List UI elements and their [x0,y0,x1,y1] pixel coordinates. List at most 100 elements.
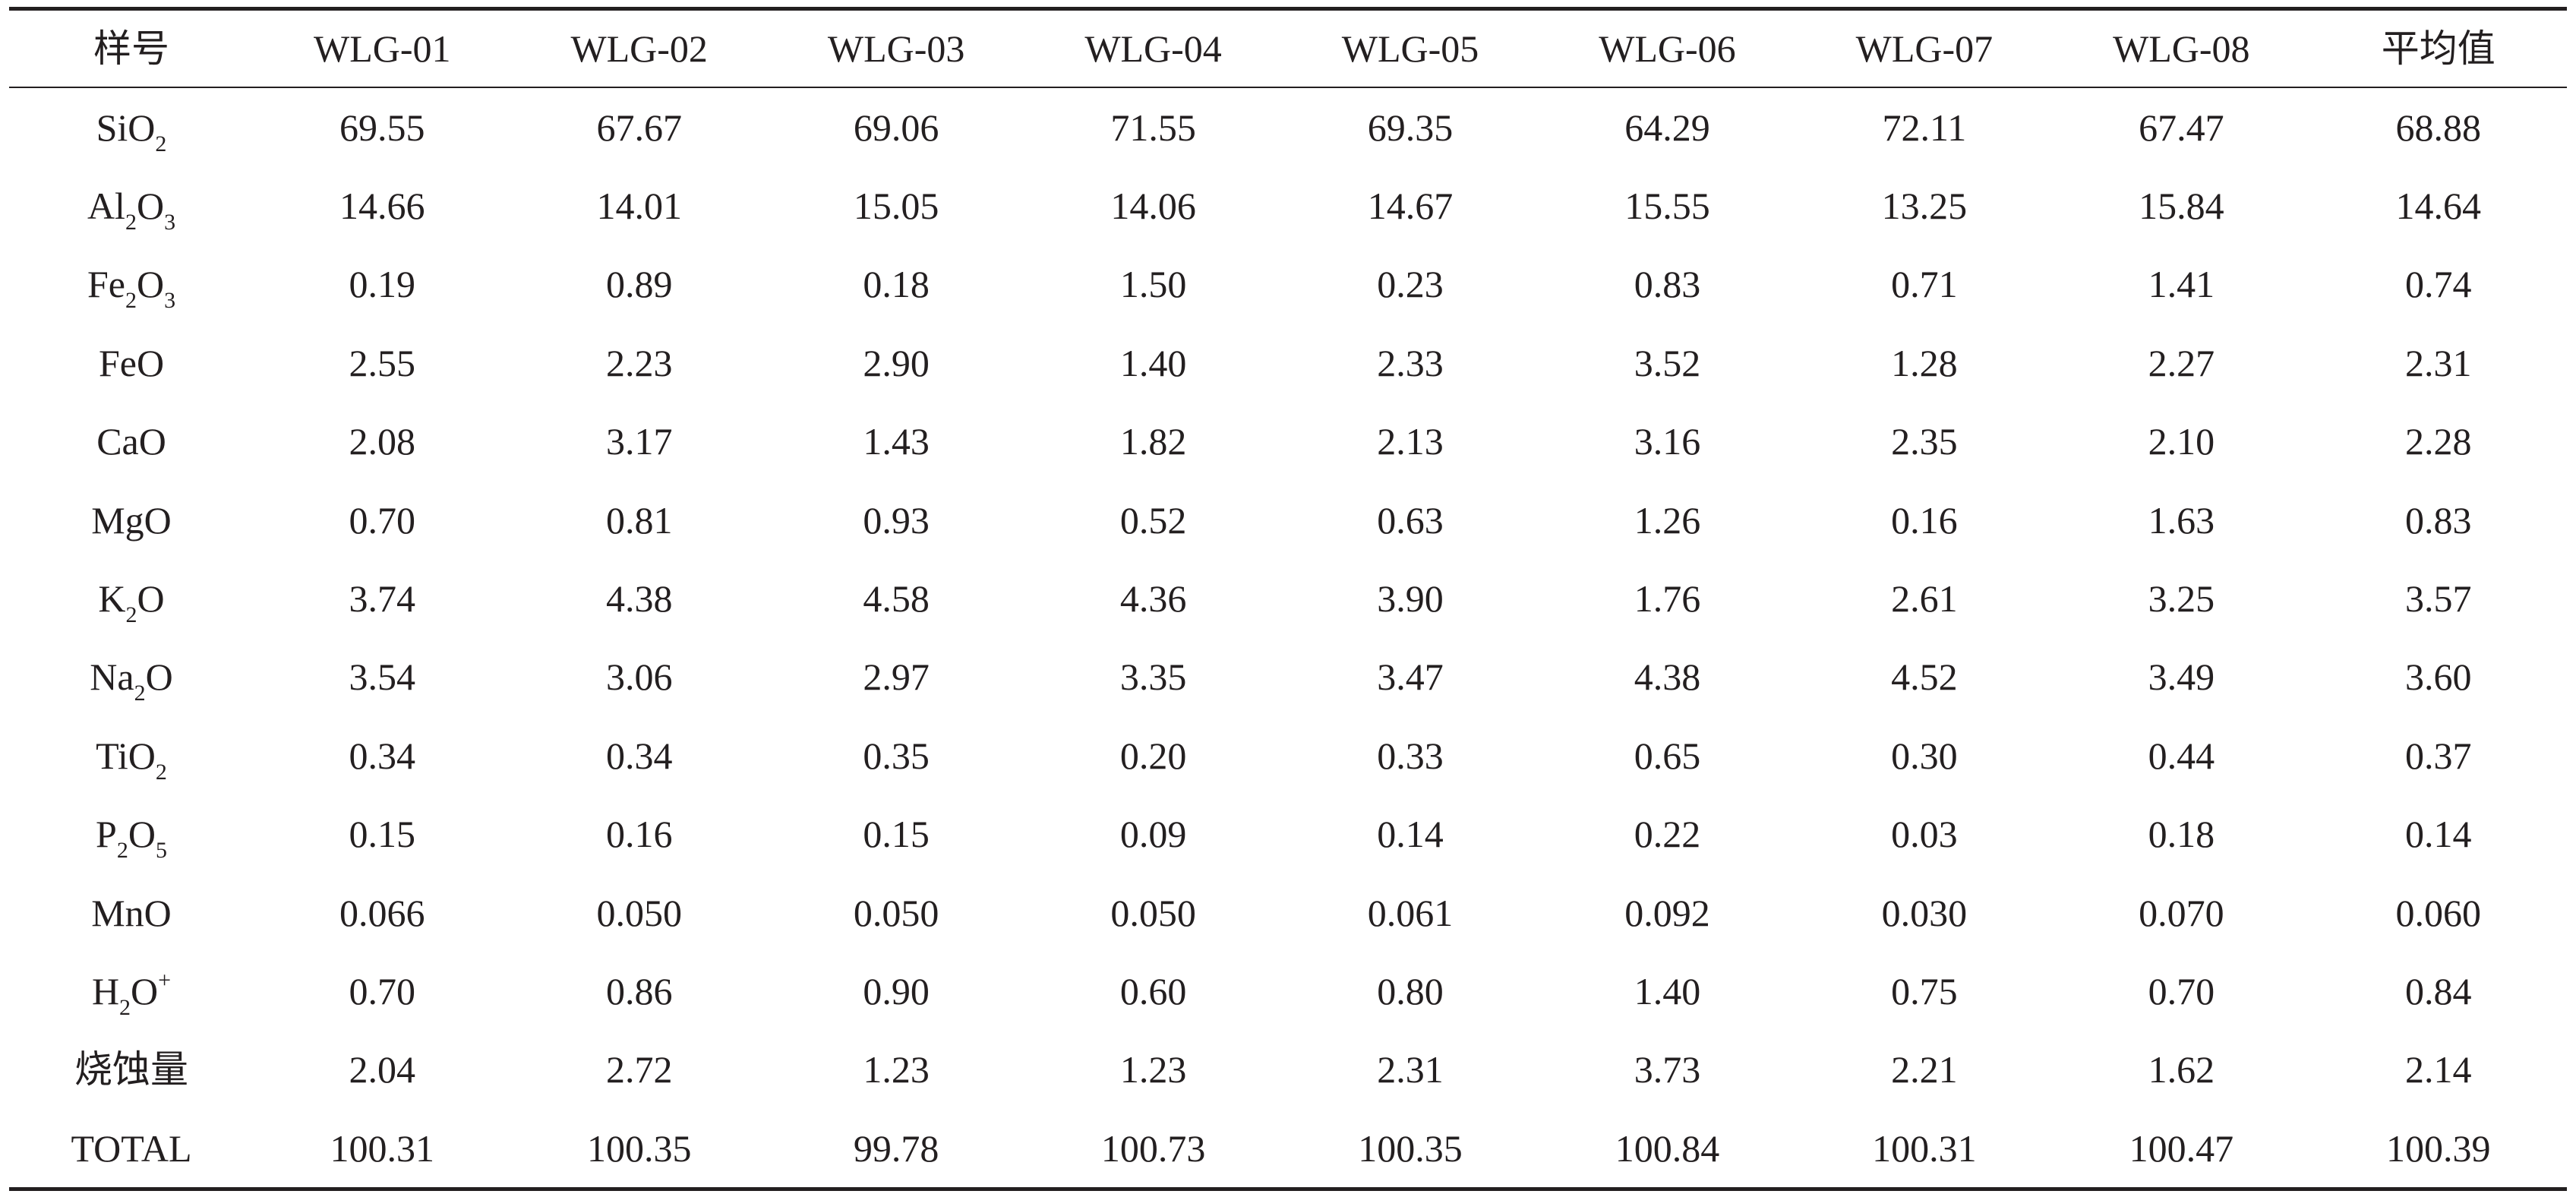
row-label-oxide: TOTAL [9,1109,254,1189]
row-label-oxide: Na2O [9,638,254,716]
value-cell: 0.15 [349,813,416,856]
value-cell: 100.73 [1100,1126,1206,1170]
value-cell: 0.80 [1377,969,1444,1012]
value-cell: 3.47 [1377,655,1444,699]
value-cell: 0.18 [863,263,930,306]
header-sample-id: WLG-04 [1084,27,1222,70]
average-value-cell: 0.37 [2405,734,2472,777]
label-text: O [136,263,165,306]
value-cell: 0.20 [1119,734,1187,777]
value-cell: 69.06 [853,106,939,149]
value-cell: 3.54 [349,655,416,699]
value-cell: 67.67 [596,106,682,149]
value-cell: 1.82 [1119,420,1187,463]
oxide-composition-table: 样号 WLG-01 WLG-02 WLG-03 WLG-04 WLG-05 WLG-06 WL… [9,7,2567,1191]
table-row: Al2O3 14.66 14.01 15.05 14.06 14.67 15.55 13.25… [9,166,2567,245]
value-cell: 1.63 [2148,498,2215,542]
row-label-oxide: MgO [9,481,254,559]
value-cell: 69.55 [339,106,425,149]
header-sample-id: WLG-03 [827,27,965,70]
value-cell: 0.90 [863,969,930,1012]
value-cell: 0.63 [1377,498,1444,542]
table-row: P2O5 0.15 0.16 0.15 0.09 0.14 0.22 0.03 0.18 0.14 [9,795,2567,873]
value-cell: 1.41 [2148,263,2215,306]
row-label-oxide: CaO [9,403,254,481]
value-cell: 4.58 [863,577,930,621]
value-cell: 14.01 [596,185,682,228]
value-cell: 0.16 [605,813,673,856]
row-label-oxide: 烧蚀量 [9,1031,254,1109]
row-label-oxide: FeO [9,324,254,402]
table-row: TiO2 0.34 0.34 0.35 0.20 0.33 0.65 0.30 0.44 0.37 [9,716,2567,794]
value-cell: 4.38 [605,577,673,621]
value-cell: 2.61 [1891,577,1958,621]
value-cell: 67.47 [2139,106,2224,149]
label-text: K [98,577,126,621]
value-cell: 4.52 [1891,655,1958,699]
value-cell: 1.26 [1634,498,1701,542]
value-cell: 14.66 [339,185,425,228]
table-header: 样号 WLG-01 WLG-02 WLG-03 WLG-04 WLG-05 WLG-06 WL… [9,8,2567,87]
value-cell: 2.10 [2148,420,2215,463]
label-subscript: 3 [164,210,176,235]
value-cell: 14.06 [1110,185,1196,228]
average-value-cell: 68.88 [2395,106,2482,149]
average-value-cell: 3.57 [2405,577,2472,621]
value-cell: 2.55 [349,341,416,384]
value-cell: 3.74 [349,577,416,621]
label-text: TiO [96,734,156,777]
value-cell: 2.04 [349,1048,416,1091]
value-cell: 2.90 [863,341,930,384]
row-label-oxide: SiO2 [9,87,254,166]
value-cell: 1.28 [1891,341,1958,384]
value-cell: 15.05 [853,185,939,228]
value-cell: 0.65 [1634,734,1701,777]
value-cell: 0.050 [596,891,682,934]
value-cell: 2.13 [1377,420,1444,463]
row-label-oxide: P2O5 [9,795,254,873]
table-row: Na2O 3.54 3.06 2.97 3.35 3.47 4.38 4.52 3.49 3.60 [9,638,2567,716]
value-cell: 1.50 [1119,263,1187,306]
value-cell: 0.60 [1119,969,1187,1012]
table-body: SiO2 69.55 67.67 69.06 71.55 69.35 64.29 72.11 6… [9,87,2567,1189]
value-cell: 0.83 [1634,263,1701,306]
table-row: TOTAL 100.31 100.35 99.78 100.73 100.35 100.84… [9,1109,2567,1189]
value-cell: 0.70 [349,498,416,542]
value-cell: 1.62 [2148,1048,2215,1091]
value-cell: 100.35 [586,1126,692,1170]
label-text: O [137,577,165,621]
value-cell: 0.22 [1634,813,1701,856]
header-sample-id: WLG-01 [314,27,451,70]
value-cell: 0.35 [863,734,930,777]
average-value-cell: 0.14 [2405,813,2472,856]
average-value-cell: 0.84 [2405,969,2472,1012]
value-cell: 100.31 [330,1126,435,1170]
value-cell: 0.050 [853,891,939,934]
value-cell: 0.70 [349,969,416,1012]
label-text: Al [87,185,125,228]
value-cell: 0.44 [2148,734,2215,777]
label-text: 烧蚀量 [74,1048,189,1091]
label-subscript: 3 [164,288,176,314]
label-text: O [136,185,165,228]
average-value-cell: 100.39 [2386,1126,2491,1170]
row-label-oxide: Fe2O3 [9,245,254,324]
value-cell: 72.11 [1882,106,1967,149]
value-cell: 3.35 [1119,655,1187,699]
value-cell: 0.81 [605,498,673,542]
label-subscript: 2 [125,602,137,628]
value-cell: 2.33 [1377,341,1444,384]
label-text: CaO [96,420,166,463]
value-cell: 2.97 [863,655,930,699]
average-value-cell: 2.28 [2405,420,2472,463]
value-cell: 0.14 [1377,813,1444,856]
value-cell: 4.36 [1119,577,1187,621]
value-cell: 1.76 [1634,577,1701,621]
header-sample-id: WLG-08 [2113,27,2250,70]
average-value-cell: 14.64 [2395,185,2482,228]
row-label-oxide: K2O [9,559,254,637]
value-cell: 100.47 [2129,1126,2234,1170]
label-text: H [91,969,120,1012]
value-cell: 3.90 [1377,577,1444,621]
value-cell: 3.06 [605,655,673,699]
